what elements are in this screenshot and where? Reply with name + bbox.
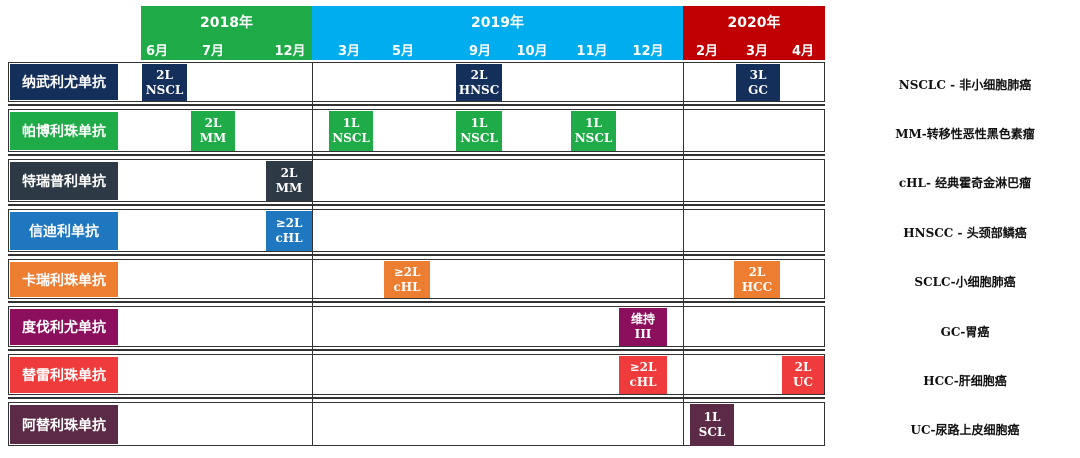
drug-label: 度伐利尤单抗 <box>10 309 118 345</box>
marker-line: 维持 <box>630 312 655 326</box>
marker-line: MM <box>275 181 303 195</box>
month-label: 6月 <box>145 44 169 59</box>
approval-marker: 1L NSCL <box>329 111 373 151</box>
row-separator <box>8 349 825 351</box>
row-separator <box>8 301 825 303</box>
marker-line: 3L <box>749 67 767 82</box>
row-separator <box>8 204 825 206</box>
approval-marker: 2L HNSC <box>456 64 502 101</box>
timeline-row-frame <box>8 306 825 347</box>
drug-label: 信迪利单抗 <box>10 212 118 250</box>
row-separator <box>8 154 825 156</box>
drug-label: 替雷利珠单抗 <box>10 357 118 393</box>
month-band-2019 <box>312 38 683 60</box>
approval-marker: 2L NSCL <box>142 64 187 101</box>
timeline-row-frame <box>8 354 825 395</box>
marker-line: 2L <box>748 264 766 279</box>
approval-marker: 1L SCL <box>690 404 734 446</box>
marker-line: 1L <box>585 116 602 130</box>
approval-marker: 2L MM <box>191 111 235 151</box>
approval-marker: 2L MM <box>266 161 312 201</box>
marker-line: UC <box>792 375 813 389</box>
month-label: 11月 <box>576 44 608 59</box>
month-label: 3月 <box>745 44 769 59</box>
legend-item: HCC-肝细胞癌 <box>923 374 1007 388</box>
month-label: 12月 <box>274 44 306 59</box>
year-label-2018: 2018年 <box>200 15 253 31</box>
marker-line: cHL <box>393 279 421 294</box>
year-label-2020: 2020年 <box>727 15 781 31</box>
marker-line: MM <box>199 131 227 145</box>
marker-line: 2L <box>794 360 812 374</box>
column-divider <box>683 62 684 446</box>
row-separator <box>8 254 825 256</box>
approval-marker: ≥2L cHL <box>266 211 312 251</box>
marker-line: HCC <box>741 279 773 294</box>
marker-line: 2L <box>470 67 488 82</box>
marker-line: cHL <box>629 375 657 389</box>
marker-line: ≥2L <box>393 264 421 279</box>
marker-line: GC <box>748 82 768 97</box>
drug-label: 纳武利尤单抗 <box>10 64 118 100</box>
marker-line: NSCL <box>332 131 370 145</box>
column-divider <box>312 62 313 446</box>
marker-line: 1L <box>470 116 488 130</box>
legend-item: SCLC-小细胞肺癌 <box>914 275 1016 289</box>
marker-line: ≥2L <box>629 360 657 374</box>
legend-item: GC-胃癌 <box>940 325 990 339</box>
legend-item: cHL- 经典霍奇金淋巴瘤 <box>898 176 1032 190</box>
marker-line: SCL <box>698 425 726 439</box>
drug-label: 卡瑞利珠单抗 <box>10 262 118 297</box>
drug-label: 阿替利珠单抗 <box>10 405 118 444</box>
marker-line: NSCL <box>574 131 613 145</box>
marker-line: HNSC <box>458 82 500 97</box>
approval-marker: 1L NSCL <box>571 111 616 151</box>
marker-line: 2L <box>156 67 173 82</box>
marker-line: III <box>634 327 652 341</box>
timeline-row-frame <box>8 209 825 252</box>
month-label: 9月 <box>468 44 492 59</box>
timeline-row-frame <box>8 402 825 446</box>
timeline-row-frame <box>8 62 825 102</box>
month-label: 12月 <box>632 44 664 59</box>
row-separator <box>8 397 825 399</box>
row-separator <box>8 104 825 106</box>
month-band-2018 <box>141 38 312 60</box>
approval-marker: 3L GC <box>736 64 780 101</box>
marker-line: NSCL <box>145 82 184 97</box>
timeline-row-frame <box>8 109 825 152</box>
drug-label: 帕博利珠单抗 <box>10 112 118 150</box>
approval-marker: 2L UC <box>782 356 824 394</box>
year-band-2020: 2020年 <box>683 6 825 38</box>
legend-item: NSCLC - 非小细胞肺癌 <box>898 78 1032 92</box>
legend-item: MM-转移性恶性黑色素瘤 <box>895 127 1035 141</box>
marker-line: 2L <box>204 116 222 130</box>
approval-marker: 1L NSCL <box>456 111 502 151</box>
approval-marker: 维持 III <box>619 308 667 346</box>
year-band-2018: 2018年 <box>141 6 312 38</box>
month-band-2020 <box>683 38 825 60</box>
marker-line: 1L <box>703 410 721 424</box>
approval-marker: ≥2L cHL <box>619 356 667 394</box>
marker-line: 2L <box>280 166 298 180</box>
marker-line: NSCL <box>460 131 498 145</box>
marker-line: cHL <box>275 231 303 245</box>
month-label: 3月 <box>337 44 361 59</box>
marker-line: ≥2L <box>275 216 303 230</box>
approval-marker: 2L HCC <box>734 261 780 298</box>
legend-item: UC-尿路上皮细胞癌 <box>910 423 1020 437</box>
month-label: 2月 <box>695 44 719 59</box>
month-label: 5月 <box>391 44 415 59</box>
marker-line: 1L <box>342 116 360 130</box>
month-label: 4月 <box>791 44 815 59</box>
year-band-2019: 2019年 <box>312 6 683 38</box>
legend-item: HNSCC - 头颈部鳞癌 <box>903 226 1027 240</box>
year-label-2019: 2019年 <box>471 15 524 31</box>
month-label: 7月 <box>201 44 225 59</box>
month-label: 10月 <box>516 44 548 59</box>
timeline-row-frame <box>8 159 825 202</box>
drug-label: 特瑞普利单抗 <box>10 162 118 200</box>
approval-marker: ≥2L cHL <box>384 261 430 298</box>
